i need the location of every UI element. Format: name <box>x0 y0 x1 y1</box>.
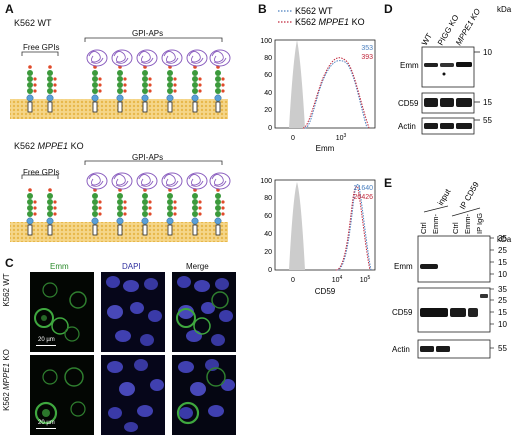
svg-text:40: 40 <box>264 231 272 238</box>
svg-text:100: 100 <box>260 178 272 185</box>
panel-label-a: A <box>5 2 14 16</box>
e-lane-emm2: Emm- <box>463 214 472 234</box>
a-ko-gpi-aps: GPI-APs <box>132 153 164 162</box>
bottom-hist-frame <box>274 179 376 271</box>
top-xtick-3: 103 <box>336 133 347 142</box>
top-hist-ko-curve <box>302 57 370 129</box>
bottom-xlabel: CD59 <box>315 287 336 296</box>
e-lane-emm: Emm- <box>431 214 440 234</box>
svg-text:0: 0 <box>268 267 272 274</box>
e-cd59-label: CD59 <box>392 308 413 317</box>
svg-text:35: 35 <box>498 285 507 294</box>
e-mw-55: 55 <box>498 344 507 353</box>
svg-text:35: 35 <box>498 234 507 243</box>
c-wt-dapi-image <box>101 272 165 352</box>
western-blot-e: input IP CD59 Ctrl Emm- Ctrl Emm- IP IgG… <box>392 180 512 359</box>
d-mw-10: 10 <box>483 48 492 57</box>
c-scale-wt: 20 µm <box>38 337 55 343</box>
e-mw-top: 35 25 15 10 <box>490 234 507 279</box>
svg-text:10: 10 <box>498 270 507 279</box>
c-scale-bar-wt <box>36 345 56 346</box>
d-emm-label: Emm <box>400 61 419 70</box>
d-cd59-label: CD59 <box>398 99 419 108</box>
a-wt-gpi-aps: GPI-APs <box>132 29 164 38</box>
d-kda: kDa <box>497 5 512 14</box>
bottom-xtick-4: 104 <box>332 275 343 284</box>
c-row-ko: K562 MPPE1 KO <box>2 349 11 411</box>
svg-text:25: 25 <box>498 296 507 305</box>
c-row-wt: K562 WT <box>2 273 11 307</box>
top-hist-wt-curve <box>304 60 368 129</box>
c-col-dapi: DAPI <box>122 262 141 271</box>
bottom-val-ko: 20426 <box>354 194 374 201</box>
a-wt-free-gpis: Free GPIs <box>23 43 60 52</box>
c-scale-bar-ko <box>36 428 56 429</box>
top-hist-yticks: 0 20 40 60 80 100 <box>260 38 272 132</box>
top-hist-isotype <box>275 40 305 128</box>
svg-text:60: 60 <box>264 72 272 79</box>
svg-text:100: 100 <box>260 38 272 45</box>
d-lane-mppe1: MPPE1 KO <box>454 7 482 47</box>
c-wt-emm-image <box>30 272 94 352</box>
e-lane-ctrl: Ctrl <box>419 222 428 234</box>
e-lane-ctrl2: Ctrl <box>451 222 460 234</box>
a-ko-free-gpis: Free GPIs <box>23 168 60 177</box>
e-actin-blot <box>417 339 491 359</box>
svg-text:60: 60 <box>264 213 272 220</box>
panel-label-d: D <box>384 2 393 16</box>
a-wt-label: K562 WT <box>14 18 52 28</box>
top-xtick-0: 0 <box>291 135 295 142</box>
c-ko-dapi-image <box>101 355 165 435</box>
d-mw-55: 55 <box>483 116 492 125</box>
bottom-val-wt: 21640 <box>354 185 374 192</box>
bottom-hist-yticks: 0 20 40 60 80 100 <box>260 178 272 274</box>
c-col-emm: Emm <box>50 262 69 271</box>
top-val-wt: 353 <box>361 45 373 52</box>
svg-text:40: 40 <box>264 90 272 97</box>
d-actin-label: Actin <box>398 122 416 131</box>
legend-ko-text: K562 MPPE1 KO <box>295 17 365 27</box>
e-kda: kDa <box>497 235 512 244</box>
e-mw-mid: 35 25 15 10 <box>490 285 507 329</box>
svg-text:20: 20 <box>264 107 272 114</box>
c-scale-ko: 20 µm <box>38 420 55 426</box>
svg-text:25: 25 <box>498 246 507 255</box>
bottom-xtick-5: 105 <box>360 275 371 284</box>
svg-text:10: 10 <box>498 320 507 329</box>
e-actin-label: Actin <box>392 345 410 354</box>
bottom-hist-ko-curve <box>335 186 371 271</box>
a-ko-label: K562 MPPE1 KO <box>14 141 84 151</box>
d-lane-wt: WT <box>420 32 434 47</box>
e-emm-label: Emm <box>394 262 413 271</box>
svg-text:0: 0 <box>268 125 272 132</box>
svg-text:15: 15 <box>498 308 507 317</box>
c-ko-emm-image <box>30 355 94 435</box>
panel-label-c: C <box>5 256 14 270</box>
top-val-ko: 393 <box>361 54 373 61</box>
e-lane-ipigg: IP IgG <box>475 213 484 234</box>
flow-histograms: K562 WT K562 MPPE1 KO 0 20 40 60 80 100 … <box>260 6 376 296</box>
panel-label-e: E <box>384 176 393 190</box>
d-mw-15: 15 <box>483 98 492 107</box>
top-hist-frame <box>274 39 376 129</box>
panel-label-b: B <box>258 2 267 16</box>
c-col-merge: Merge <box>186 262 209 271</box>
e-emm-blot <box>417 235 491 283</box>
gpi-schematic <box>10 37 235 242</box>
bottom-xtick-0: 0 <box>291 277 295 284</box>
western-blot-d: WT PIGG KO MPPE1 KO kDa Emm 10 CD59 15 A… <box>398 5 512 135</box>
c-wt-merge-image <box>172 272 236 352</box>
bottom-hist-isotype <box>275 182 305 270</box>
top-xlabel: Emm <box>316 144 335 153</box>
svg-text:15: 15 <box>498 258 507 267</box>
svg-text:80: 80 <box>264 55 272 62</box>
e-ip: IP CD59 <box>458 180 481 211</box>
c-ko-merge-image <box>172 355 236 435</box>
e-input: input <box>436 187 453 207</box>
svg-text:20: 20 <box>264 249 272 256</box>
svg-text:80: 80 <box>264 195 272 202</box>
legend-wt-text: K562 WT <box>295 6 333 16</box>
